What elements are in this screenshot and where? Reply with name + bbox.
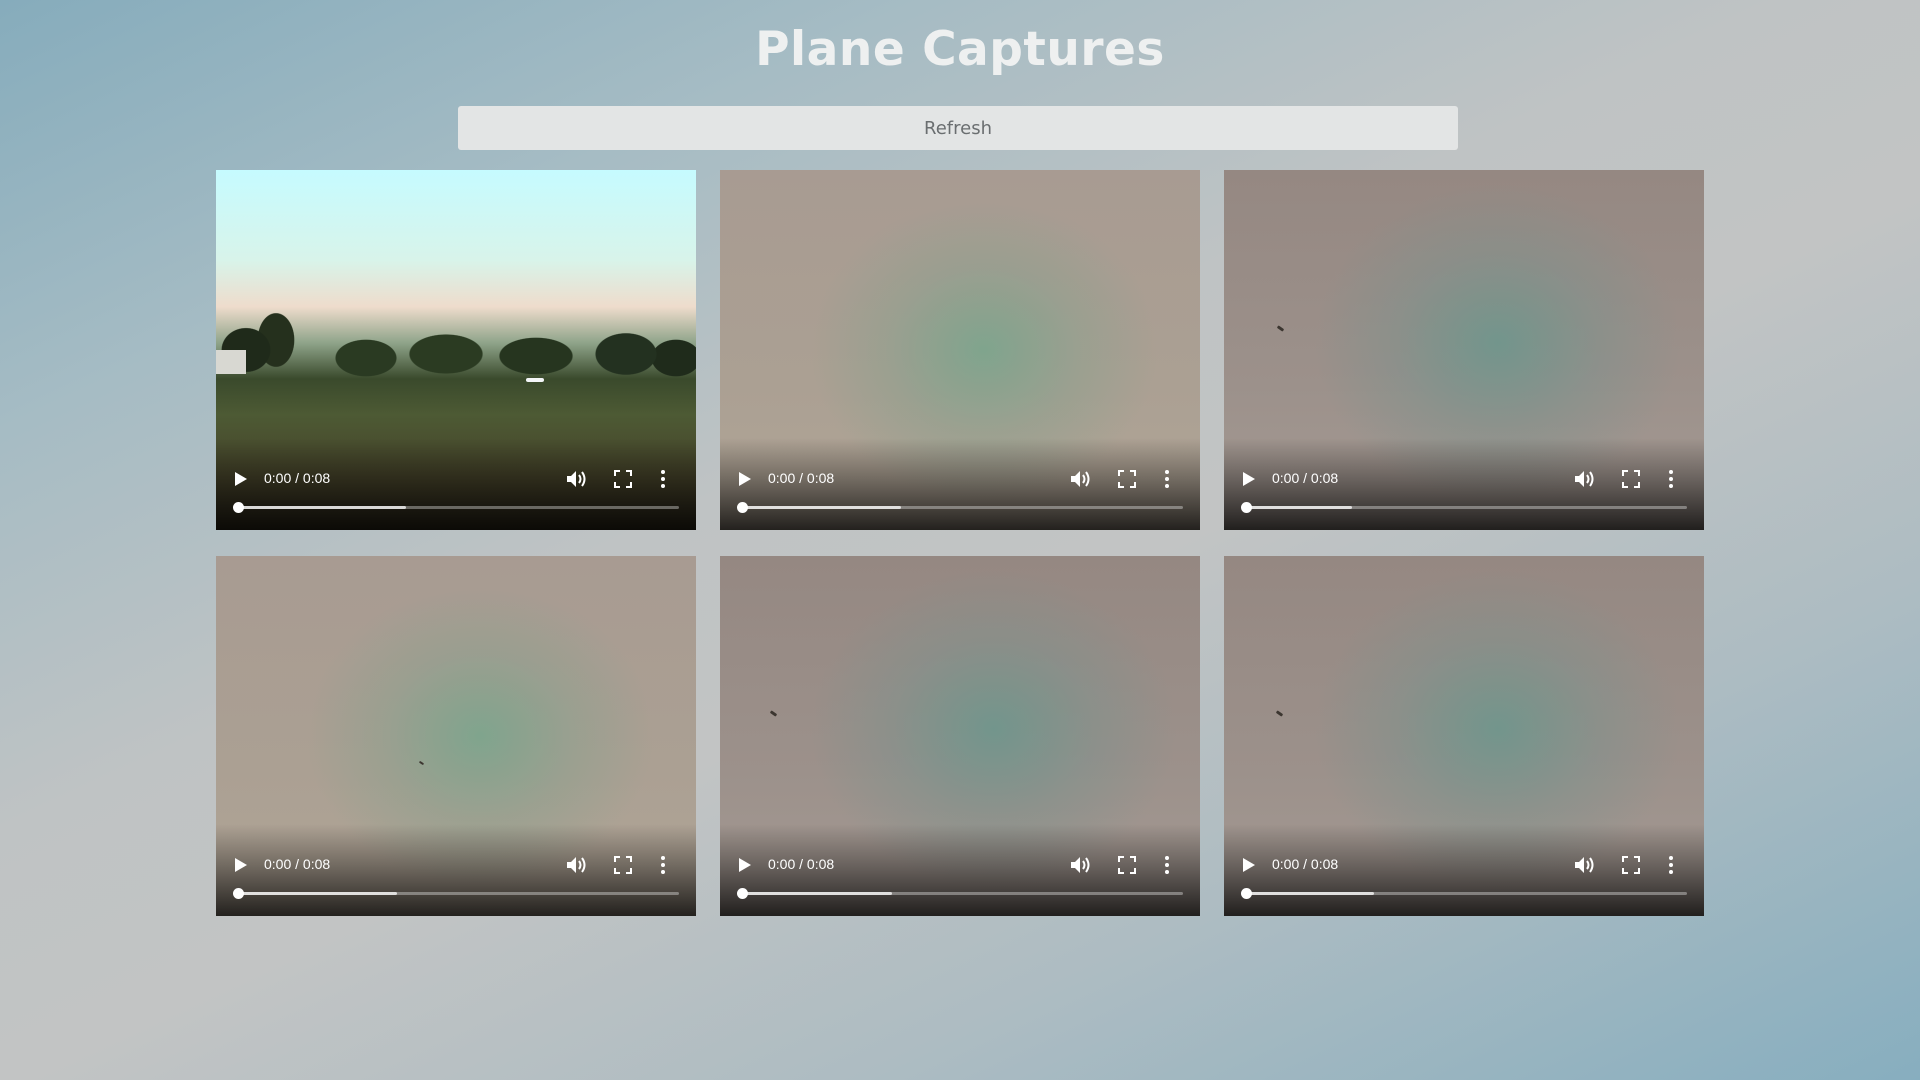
play-icon[interactable] xyxy=(738,857,752,873)
fullscreen-icon[interactable] xyxy=(1622,470,1640,488)
time-display: 0:00 / 0:08 xyxy=(264,470,331,486)
video-player[interactable]: 0:00 / 0:08 xyxy=(1224,170,1704,530)
more-options-icon[interactable] xyxy=(660,469,666,489)
video-controls: 0:00 / 0:08 xyxy=(216,852,696,878)
plane xyxy=(769,710,778,717)
tree-line xyxy=(216,310,696,380)
video-controls: 0:00 / 0:08 xyxy=(216,466,696,492)
play-icon[interactable] xyxy=(234,857,248,873)
fullscreen-icon[interactable] xyxy=(1118,856,1136,874)
video-player[interactable]: 0:00 / 0:08 xyxy=(720,556,1200,916)
plane xyxy=(1275,710,1284,717)
more-options-icon[interactable] xyxy=(1164,855,1170,875)
play-icon[interactable] xyxy=(234,471,248,487)
buffered-bar xyxy=(742,892,892,895)
buffered-bar xyxy=(238,892,397,895)
video-controls: 0:00 / 0:08 xyxy=(1224,852,1704,878)
video-controls: 0:00 / 0:08 xyxy=(1224,466,1704,492)
video-player[interactable]: 0:00 / 0:08 xyxy=(720,170,1200,530)
fullscreen-icon[interactable] xyxy=(1622,856,1640,874)
seek-bar[interactable] xyxy=(233,502,679,513)
video-controls: 0:00 / 0:08 xyxy=(720,852,1200,878)
seek-thumb[interactable] xyxy=(1241,888,1252,899)
fullscreen-icon[interactable] xyxy=(614,856,632,874)
seek-bar[interactable] xyxy=(233,888,679,899)
video-player[interactable]: 0:00 / 0:08 xyxy=(216,170,696,530)
play-icon[interactable] xyxy=(1242,471,1256,487)
plane xyxy=(1276,325,1285,332)
refresh-button[interactable]: Refresh xyxy=(458,106,1458,150)
time-display: 0:00 / 0:08 xyxy=(1272,856,1339,872)
seek-thumb[interactable] xyxy=(1241,502,1252,513)
volume-icon[interactable] xyxy=(1070,855,1092,875)
seek-bar[interactable] xyxy=(1241,502,1687,513)
fullscreen-icon[interactable] xyxy=(614,470,632,488)
seek-thumb[interactable] xyxy=(233,888,244,899)
plane xyxy=(526,378,544,382)
time-display: 0:00 / 0:08 xyxy=(768,856,835,872)
more-options-icon[interactable] xyxy=(660,855,666,875)
buffered-bar xyxy=(1246,892,1374,895)
more-options-icon[interactable] xyxy=(1668,855,1674,875)
video-grid: 0:00 / 0:08 0:00 / 0:08 xyxy=(216,170,1704,916)
seek-thumb[interactable] xyxy=(233,502,244,513)
buffered-bar xyxy=(238,506,406,509)
video-player[interactable]: 0:00 / 0:08 xyxy=(216,556,696,916)
play-icon[interactable] xyxy=(738,471,752,487)
play-icon[interactable] xyxy=(1242,857,1256,873)
seek-bar[interactable] xyxy=(1241,888,1687,899)
time-display: 0:00 / 0:08 xyxy=(264,856,331,872)
video-controls: 0:00 / 0:08 xyxy=(720,466,1200,492)
more-options-icon[interactable] xyxy=(1668,469,1674,489)
building xyxy=(216,350,246,374)
seek-thumb[interactable] xyxy=(737,888,748,899)
seek-bar[interactable] xyxy=(737,888,1183,899)
fullscreen-icon[interactable] xyxy=(1118,470,1136,488)
plane xyxy=(418,760,425,766)
buffered-bar xyxy=(742,506,901,509)
video-player[interactable]: 0:00 / 0:08 xyxy=(1224,556,1704,916)
buffered-bar xyxy=(1246,506,1352,509)
volume-icon[interactable] xyxy=(1070,469,1092,489)
volume-icon[interactable] xyxy=(1574,469,1596,489)
volume-icon[interactable] xyxy=(566,469,588,489)
time-display: 0:00 / 0:08 xyxy=(768,470,835,486)
seek-bar[interactable] xyxy=(737,502,1183,513)
volume-icon[interactable] xyxy=(1574,855,1596,875)
seek-thumb[interactable] xyxy=(737,502,748,513)
time-display: 0:00 / 0:08 xyxy=(1272,470,1339,486)
page-title: Plane Captures xyxy=(755,22,1165,77)
volume-icon[interactable] xyxy=(566,855,588,875)
more-options-icon[interactable] xyxy=(1164,469,1170,489)
